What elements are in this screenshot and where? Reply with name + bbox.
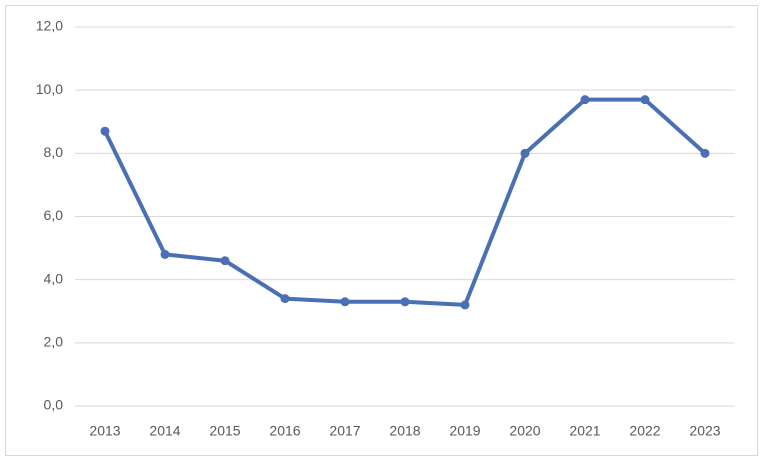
- data-point: [400, 297, 410, 307]
- x-tick-label: 2016: [269, 423, 300, 439]
- data-point: [700, 148, 710, 158]
- data-point: [340, 297, 350, 307]
- data-point: [220, 256, 230, 266]
- y-tick-label: 10,0: [36, 81, 63, 97]
- x-tick-label: 2020: [509, 423, 540, 439]
- data-point: [160, 249, 170, 259]
- x-tick-label: 2019: [449, 423, 480, 439]
- x-tick-label: 2022: [629, 423, 660, 439]
- y-tick-label: 12,0: [36, 18, 63, 34]
- x-tick-label: 2015: [209, 423, 240, 439]
- y-tick-label: 8,0: [44, 144, 64, 160]
- chart-border: [5, 5, 758, 456]
- data-point: [520, 148, 530, 158]
- data-point: [100, 126, 110, 136]
- x-tick-label: 2021: [569, 423, 600, 439]
- y-tick-label: 6,0: [44, 207, 64, 223]
- x-tick-label: 2017: [329, 423, 360, 439]
- x-tick-label: 2013: [89, 423, 120, 439]
- y-tick-label: 0,0: [44, 397, 64, 413]
- data-point: [460, 300, 470, 310]
- data-point: [580, 95, 590, 105]
- x-tick-label: 2018: [389, 423, 420, 439]
- x-tick-label: 2014: [149, 423, 180, 439]
- data-point: [280, 294, 290, 304]
- x-tick-label: 2023: [689, 423, 720, 439]
- y-tick-label: 4,0: [44, 270, 64, 286]
- data-point: [640, 95, 650, 105]
- y-tick-label: 2,0: [44, 334, 64, 350]
